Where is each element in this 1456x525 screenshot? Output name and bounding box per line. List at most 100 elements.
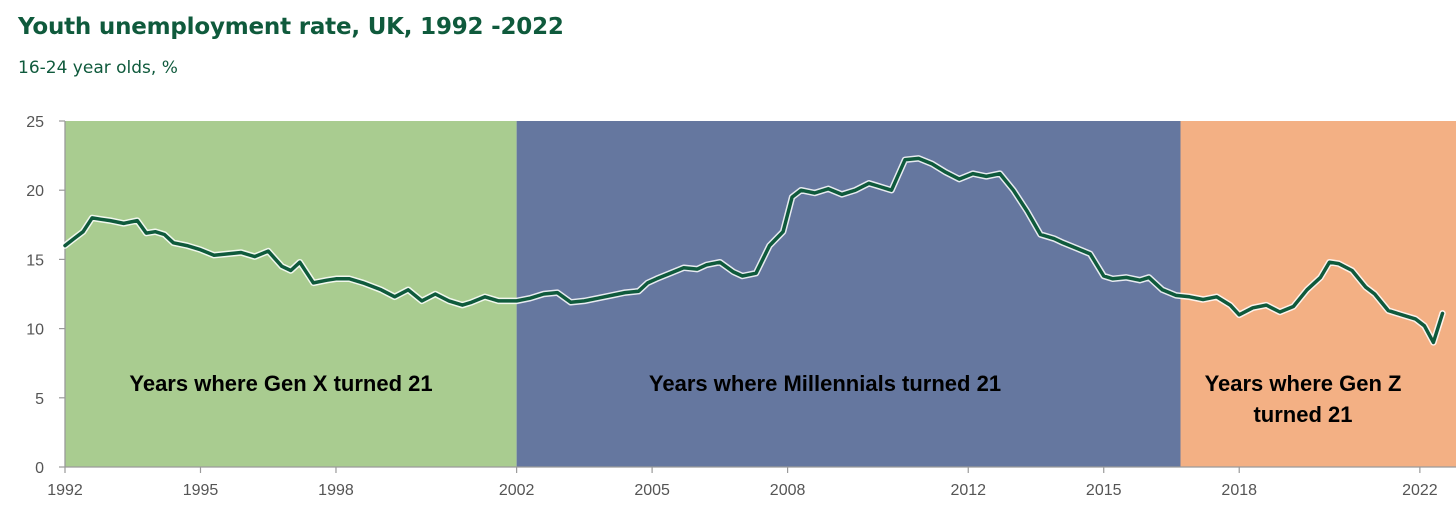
data-point: [1148, 276, 1150, 278]
data-point: [1062, 242, 1064, 244]
data-point: [755, 272, 757, 274]
generation-bands: [65, 121, 1456, 467]
data-point: [461, 304, 463, 306]
data-point: [136, 220, 138, 222]
data-point: [1026, 210, 1028, 212]
data-point: [1252, 307, 1254, 309]
x-tick-label: 2015: [1086, 482, 1122, 499]
data-point: [683, 267, 685, 269]
data-point: [638, 290, 640, 292]
data-point: [434, 293, 436, 295]
data-point: [814, 192, 816, 194]
data-point: [186, 245, 188, 247]
band-labels: Years where Gen X turned 21 Years where M…: [129, 371, 1401, 427]
data-point: [999, 173, 1001, 175]
data-point: [421, 300, 423, 302]
data-point: [73, 238, 75, 240]
x-tick-label: 2018: [1221, 482, 1257, 499]
series-layer: [61, 155, 1446, 346]
data-point: [841, 193, 843, 195]
data-point: [1423, 325, 1425, 327]
data-point: [1292, 305, 1294, 308]
data-point: [854, 189, 856, 191]
data-point: [868, 182, 870, 184]
data-point: [1012, 189, 1015, 191]
data-point: [791, 196, 793, 198]
data-point: [1374, 293, 1376, 295]
data-point: [82, 231, 84, 233]
band-label-2: Years where Millennials turned 21: [649, 371, 1001, 396]
y-tick-label: 5: [35, 391, 44, 408]
data-point: [1401, 314, 1403, 316]
data-point: [1161, 289, 1163, 291]
data-point: [213, 254, 215, 256]
data-point: [91, 217, 93, 219]
data-point: [647, 282, 649, 284]
data-point: [1306, 289, 1308, 291]
x-tick-label: 2022: [1402, 482, 1438, 499]
data-point: [1279, 311, 1281, 313]
data-point: [945, 171, 947, 173]
data-point: [1414, 318, 1416, 320]
data-point: [1139, 279, 1141, 281]
data-point: [719, 261, 721, 263]
data-point: [1319, 276, 1322, 278]
series-line-unemployment: [63, 156, 1445, 345]
band-label-1: Years where Gen X turned 21: [129, 371, 432, 396]
chart-axes: 0 5 10 15 20 25 1992 1995 1998 2002 2005 2008 2012 20…: [26, 114, 1456, 499]
data-point: [890, 189, 893, 191]
data-point: [100, 218, 102, 220]
data-point: [696, 268, 698, 270]
chart-subtitle: 16-24 year olds, %: [18, 58, 178, 78]
data-point: [656, 278, 658, 280]
data-point: [827, 188, 829, 190]
band-1: [65, 121, 517, 467]
data-point: [199, 249, 202, 251]
x-tick-label: 1995: [183, 482, 219, 499]
data-point: [335, 278, 337, 280]
data-point: [348, 278, 351, 280]
data-point: [918, 157, 920, 159]
data-point: [470, 301, 473, 303]
data-point: [254, 256, 256, 258]
data-point: [448, 300, 450, 302]
data-point: [1125, 276, 1127, 278]
data-point: [741, 275, 744, 277]
data-point: [1238, 314, 1240, 316]
data-point: [1265, 304, 1267, 306]
data-point: [1216, 296, 1218, 298]
data-point: [624, 292, 626, 294]
y-tick-label: 15: [26, 252, 44, 269]
data-point: [904, 159, 906, 161]
data-point: [1338, 263, 1340, 265]
data-point: [1441, 312, 1444, 314]
data-point: [1328, 261, 1331, 263]
data-point: [1365, 286, 1367, 288]
data-point: [1103, 275, 1105, 277]
x-tick-label: 1998: [318, 482, 354, 499]
data-point: [958, 178, 960, 180]
data-point: [732, 271, 735, 273]
data-point: [556, 292, 558, 294]
data-point: [800, 189, 802, 191]
data-point: [145, 232, 147, 234]
data-point: [669, 272, 671, 274]
y-tick-label: 25: [26, 114, 44, 131]
data-point: [154, 231, 156, 233]
data-point: [380, 289, 382, 291]
data-point: [931, 163, 933, 165]
data-point: [705, 264, 707, 266]
data-point: [972, 173, 974, 175]
data-point: [240, 251, 242, 254]
data-point: [172, 242, 174, 244]
data-point: [123, 222, 125, 224]
data-point: [227, 253, 229, 255]
data-point: [529, 297, 531, 299]
data-point: [583, 300, 586, 302]
data-point: [1076, 247, 1078, 249]
data-point: [1351, 269, 1353, 272]
data-point: [407, 289, 409, 291]
data-point: [1202, 298, 1204, 301]
data-point: [1039, 233, 1042, 236]
data-point: [394, 296, 396, 298]
